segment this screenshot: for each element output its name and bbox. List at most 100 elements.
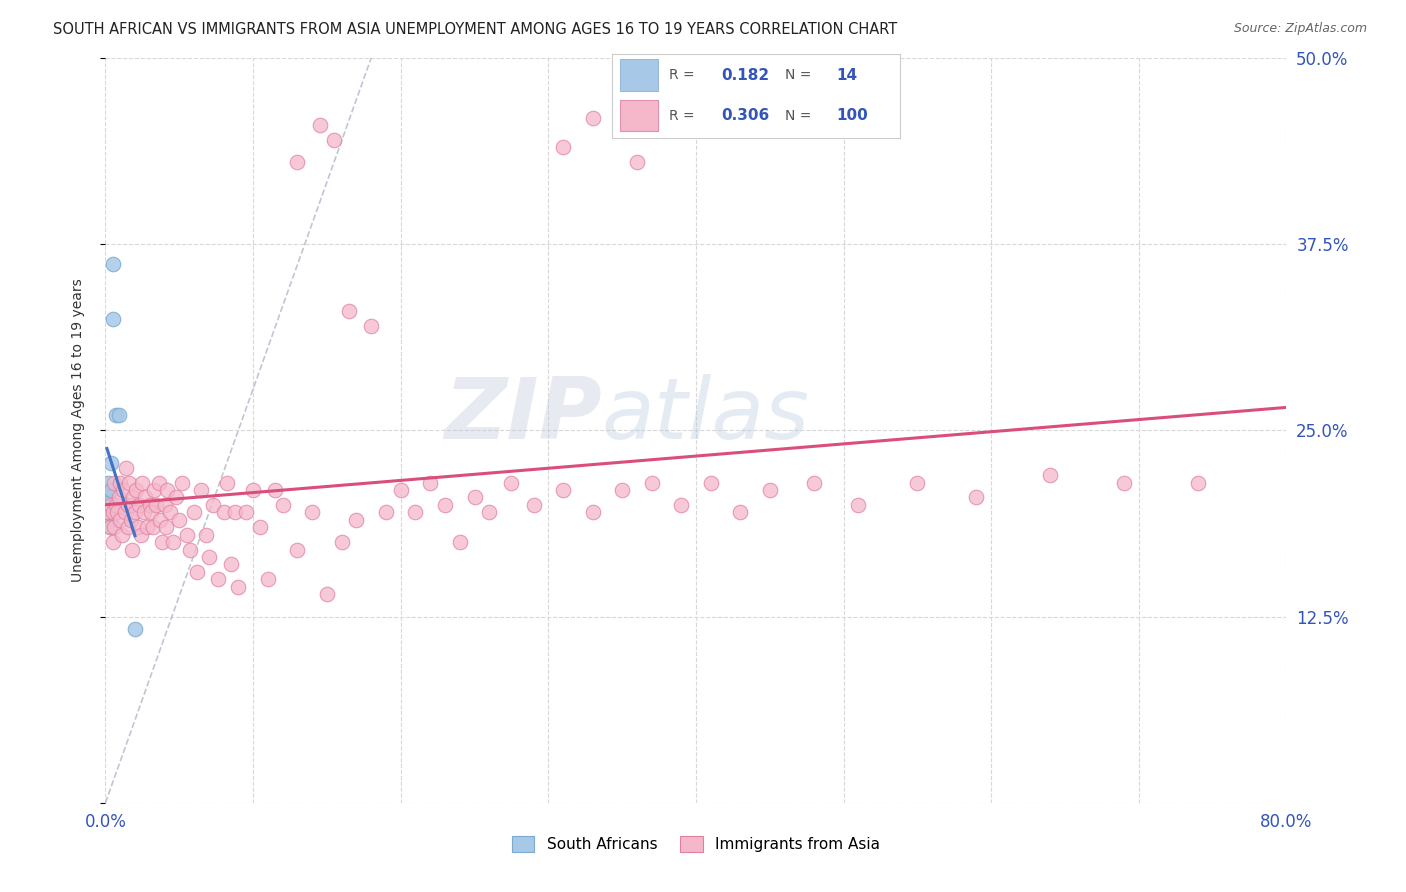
Point [100,498,122,512]
Point [101,505,124,519]
Point [156,483,179,497]
Point [149,513,172,527]
Point [114,505,136,519]
Bar [620,100,658,131]
Point [172,475,194,490]
Point [129,527,152,541]
Point [153,498,176,512]
Text: R =: R = [669,109,695,123]
Point [134,491,156,505]
Point [122,491,145,505]
Text: 14: 14 [837,68,858,83]
Point [176,527,198,541]
Point [360,319,382,334]
Point [419,475,441,490]
Point [219,558,242,572]
Point [337,304,360,318]
Point [551,140,574,154]
Point [405,505,427,519]
Point [98,520,121,534]
Point [699,475,723,490]
Text: SOUTH AFRICAN VS IMMIGRANTS FROM ASIA UNEMPLOYMENT AMONG AGES 16 TO 19 YEARS COR: SOUTH AFRICAN VS IMMIGRANTS FROM ASIA UN… [53,22,897,37]
Y-axis label: Unemployment Among Ages 16 to 19 years: Unemployment Among Ages 16 to 19 years [70,278,84,582]
Point [107,409,129,423]
Point [107,491,129,505]
Point [1187,475,1209,490]
Point [150,535,173,549]
Point [641,475,664,490]
Point [215,475,238,490]
Point [610,483,633,497]
Point [97,486,120,500]
Point [212,505,235,519]
Point [148,475,170,490]
Point [117,498,139,512]
Point [124,505,146,519]
Text: ZIP: ZIP [444,374,602,457]
Point [759,483,782,497]
Point [101,311,124,326]
Point [121,542,143,557]
Point [132,505,155,519]
Point [803,475,825,490]
Point [194,527,217,541]
Point [249,520,271,534]
Point [112,483,135,497]
Text: Source: ZipAtlas.com: Source: ZipAtlas.com [1233,22,1367,36]
Point [98,495,121,509]
Text: 0.182: 0.182 [721,68,769,83]
Point [323,133,346,147]
Point [330,535,353,549]
Point [197,549,219,564]
Point [169,513,191,527]
Point [501,475,523,490]
Point [105,505,128,519]
Point [846,498,869,512]
Text: atlas: atlas [602,374,810,457]
Point [135,520,157,534]
Point [389,483,412,497]
Point [186,565,208,579]
Text: 0.306: 0.306 [721,108,769,123]
Point [671,498,693,512]
Point [115,460,138,475]
Point [97,505,120,519]
Point [965,491,987,505]
Text: N =: N = [785,109,811,123]
Text: 100: 100 [837,108,868,123]
Point [155,520,177,534]
Point [730,505,752,519]
Point [523,498,546,512]
Point [100,456,122,470]
Point [271,498,294,512]
Point [907,475,929,490]
Point [433,498,456,512]
Point [287,155,309,169]
Text: R =: R = [669,68,695,82]
Point [110,513,132,527]
Point [104,498,127,512]
Point [315,587,337,601]
Point [138,498,162,512]
Point [183,505,205,519]
Point [346,513,368,527]
Point [127,520,149,534]
Point [125,483,148,497]
Point [96,505,118,519]
Point [110,475,132,490]
Point [98,520,121,534]
Point [582,111,605,125]
Point [120,513,142,527]
Point [264,483,287,497]
Bar [620,60,658,91]
Legend: South Africans, Immigrants from Asia: South Africans, Immigrants from Asia [505,830,887,858]
Point [162,535,184,549]
Point [128,498,150,512]
Point [111,527,134,541]
Point [97,475,120,490]
Point [142,520,165,534]
Point [101,535,124,549]
Text: N =: N = [785,68,811,82]
Point [143,483,166,497]
Point [117,520,139,534]
